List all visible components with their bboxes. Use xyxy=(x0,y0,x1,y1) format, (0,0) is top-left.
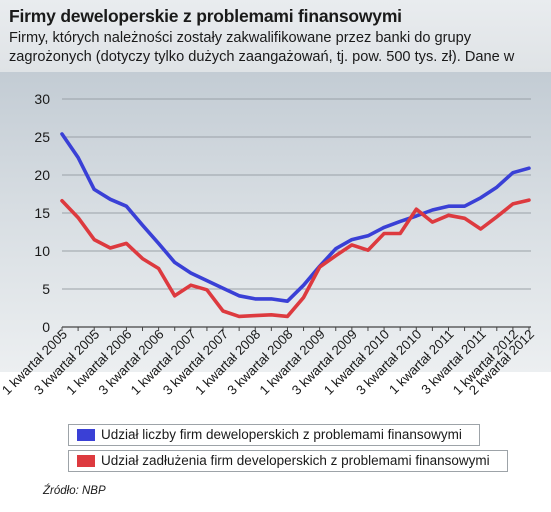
plot-background xyxy=(0,72,551,372)
y-tick-label: 0 xyxy=(42,319,50,335)
y-tick-label: 30 xyxy=(34,91,50,107)
series-line-debt-share xyxy=(60,198,531,319)
legend-item-debt-share: Udział zadłużenia firm developerskich z … xyxy=(68,450,508,472)
chart-title: Firmy deweloperskie z problemami finanso… xyxy=(9,6,402,26)
legend-item-count-share: Udział liczby firm deweloperskich z prob… xyxy=(68,424,480,446)
series-line-count-share xyxy=(60,132,531,304)
y-tick-label: 15 xyxy=(34,205,50,221)
chart-subtitle: Firmy, których należności zostały zakwal… xyxy=(9,30,515,84)
legend-swatch-red xyxy=(77,455,95,467)
y-axis: 0 5 10 15 20 25 30 xyxy=(34,91,50,335)
y-tick-label: 10 xyxy=(34,243,50,259)
legend-label: Udział liczby firm deweloperskich z prob… xyxy=(101,427,462,442)
chart-header xyxy=(0,0,551,72)
y-tick-label: 20 xyxy=(34,167,50,183)
source-note: Źródło: NBP xyxy=(43,485,106,497)
series-lines xyxy=(60,132,531,319)
grid-lines xyxy=(62,98,531,290)
legend-swatch-blue xyxy=(77,429,95,441)
y-tick-label: 25 xyxy=(34,129,50,145)
legend-label: Udział zadłużenia firm developerskich z … xyxy=(101,453,490,468)
y-tick-label: 5 xyxy=(42,281,50,297)
